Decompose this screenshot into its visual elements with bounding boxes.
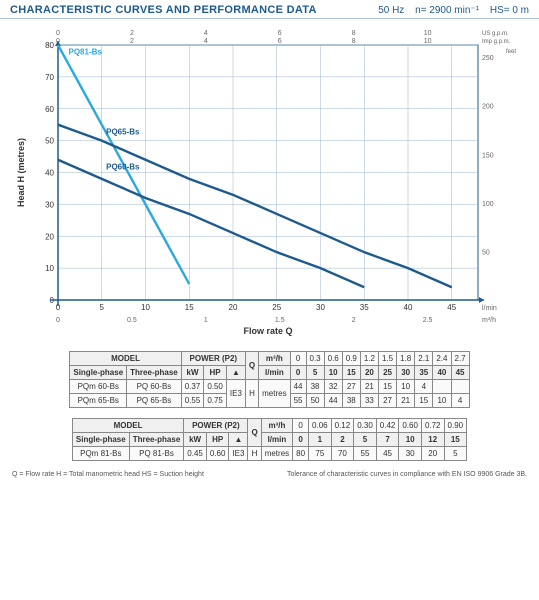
svg-text:8: 8 [351, 38, 355, 45]
header-hs: HS= 0 m [490, 5, 529, 16]
svg-text:200: 200 [482, 104, 494, 111]
svg-text:8: 8 [351, 30, 355, 37]
header-freq: 50 Hz [378, 5, 404, 16]
footer-notes: Q = Flow rate H = Total manometric head … [0, 471, 539, 484]
svg-text:5: 5 [99, 303, 104, 312]
svg-text:0.5: 0.5 [127, 317, 137, 324]
svg-text:4: 4 [203, 38, 207, 45]
svg-text:20: 20 [228, 303, 237, 312]
svg-text:Imp g.p.m.: Imp g.p.m. [482, 39, 511, 45]
performance-table: MODELPOWER (P2)Qm³/h00.30.60.91.21.51.82… [69, 351, 469, 408]
svg-text:45: 45 [447, 303, 456, 312]
svg-text:10: 10 [45, 264, 54, 273]
svg-text:PQ81-Bs: PQ81-Bs [68, 48, 102, 57]
header-params: 50 Hz n= 2900 min⁻¹ HS= 0 m [370, 5, 529, 16]
svg-text:150: 150 [482, 152, 494, 159]
svg-text:1: 1 [203, 317, 207, 324]
header-rpm: n= 2900 min⁻¹ [415, 5, 479, 16]
header-title: CHARACTERISTIC CURVES AND PERFORMANCE DA… [10, 4, 317, 16]
svg-text:2: 2 [129, 30, 133, 37]
page-header: CHARACTERISTIC CURVES AND PERFORMANCE DA… [0, 0, 539, 19]
svg-text:10: 10 [423, 30, 431, 37]
svg-text:l/min: l/min [482, 305, 497, 312]
svg-text:Head H (metres): Head H (metres) [16, 138, 26, 207]
svg-text:1.5: 1.5 [274, 317, 284, 324]
svg-text:35: 35 [359, 303, 368, 312]
svg-text:40: 40 [403, 303, 412, 312]
svg-text:20: 20 [45, 232, 54, 241]
svg-text:60: 60 [45, 105, 54, 114]
svg-text:m³/h: m³/h [482, 317, 496, 324]
svg-text:2: 2 [351, 317, 355, 324]
svg-text:PQ60-Bs: PQ60-Bs [106, 162, 140, 171]
svg-text:30: 30 [316, 303, 325, 312]
svg-text:15: 15 [184, 303, 193, 312]
svg-text:250: 250 [482, 55, 494, 62]
svg-text:10: 10 [423, 38, 431, 45]
svg-text:2.5: 2.5 [422, 317, 432, 324]
svg-text:30: 30 [45, 200, 54, 209]
svg-text:Flow rate Q: Flow rate Q [243, 326, 292, 336]
svg-text:US g.p.m.: US g.p.m. [482, 31, 509, 37]
svg-text:0: 0 [56, 30, 60, 37]
svg-text:25: 25 [272, 303, 281, 312]
svg-text:80: 80 [45, 41, 54, 50]
svg-text:6: 6 [277, 30, 281, 37]
svg-text:6: 6 [277, 38, 281, 45]
series-PQ65-Bs [58, 125, 452, 288]
svg-text:0: 0 [56, 317, 60, 324]
svg-text:50: 50 [482, 249, 490, 256]
footer-tolerance: Tolerance of characteristic curves in co… [287, 471, 527, 478]
performance-chart: 0102030405060708005101520253035404500.51… [10, 27, 530, 337]
performance-table: MODELPOWER (P2)Qm³/h00.060.120.300.420.6… [72, 418, 467, 461]
svg-text:40: 40 [45, 169, 54, 178]
svg-text:feet: feet [506, 49, 516, 55]
svg-text:4: 4 [203, 30, 207, 37]
svg-text:50: 50 [45, 137, 54, 146]
svg-text:2: 2 [129, 38, 133, 45]
svg-text:100: 100 [482, 201, 494, 208]
data-tables: MODELPOWER (P2)Qm³/h00.30.60.91.21.51.82… [0, 351, 539, 461]
svg-text:10: 10 [141, 303, 150, 312]
svg-text:70: 70 [45, 73, 54, 82]
footer-legend: Q = Flow rate H = Total manometric head … [12, 471, 204, 478]
svg-text:PQ65-Bs: PQ65-Bs [106, 127, 140, 136]
